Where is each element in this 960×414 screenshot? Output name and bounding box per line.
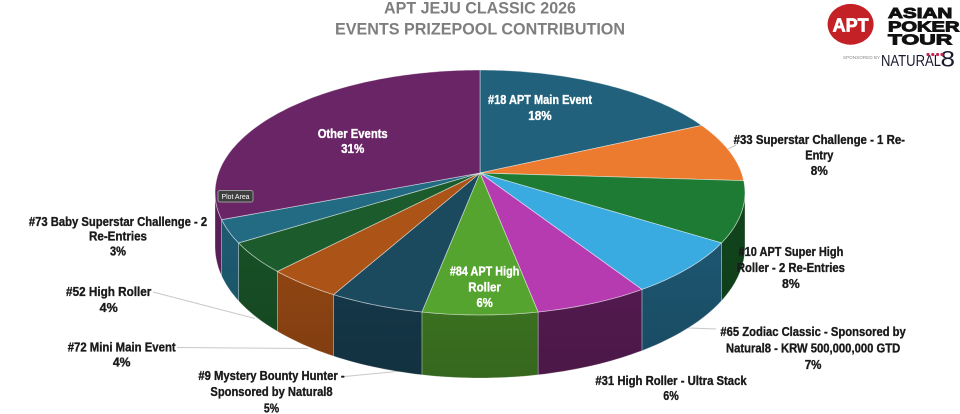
svg-text:#65 Zodiac Classic - Sponsored: #65 Zodiac Classic - Sponsored by	[720, 324, 906, 339]
svg-text:TOUR: TOUR	[888, 33, 953, 49]
svg-text:#33 Superstar Challenge - 1 Re: #33 Superstar Challenge - 1 Re-	[734, 132, 905, 147]
svg-text:#31 High Roller - Ultra Stack: #31 High Roller - Ultra Stack	[595, 373, 747, 388]
svg-text:SPONSORED BY: SPONSORED BY	[843, 55, 880, 60]
svg-text:4%: 4%	[100, 300, 119, 315]
svg-text:7%: 7%	[805, 357, 822, 372]
svg-text:6%: 6%	[663, 388, 679, 403]
svg-text:#52 High Roller: #52 High Roller	[66, 284, 151, 299]
svg-text:NATURAL: NATURAL	[881, 53, 941, 70]
svg-text:#10 APT Super High: #10 APT Super High	[739, 244, 844, 259]
svg-text:8%: 8%	[811, 163, 828, 178]
svg-text:APT: APT	[833, 16, 869, 36]
svg-text:31%: 31%	[341, 141, 365, 156]
svg-text:4%: 4%	[113, 355, 131, 370]
svg-text:Roller - 2 Re-Entries: Roller - 2 Re-Entries	[737, 260, 845, 275]
svg-text:EVENTS PRIZEPOOL CONTRIBUTION: EVENTS PRIZEPOOL CONTRIBUTION	[335, 21, 625, 39]
svg-text:#72 Mini Main Event: #72 Mini Main Event	[68, 340, 177, 355]
svg-text:Entry: Entry	[805, 148, 834, 163]
svg-text:#73 Baby Superstar Challenge -: #73 Baby Superstar Challenge - 2	[29, 214, 207, 229]
svg-text:#9 Mystery Bounty Hunter -: #9 Mystery Bounty Hunter -	[198, 368, 344, 383]
svg-text:Natural8 - KRW 500,000,000 GTD: Natural8 - KRW 500,000,000 GTD	[726, 341, 900, 356]
svg-text:18%: 18%	[528, 108, 552, 123]
svg-text:5%: 5%	[264, 400, 280, 414]
svg-text:Other Events: Other Events	[318, 126, 388, 141]
svg-text:8%: 8%	[782, 276, 800, 291]
svg-text:6%: 6%	[476, 295, 493, 310]
svg-text:#18 APT Main Event: #18 APT Main Event	[488, 92, 593, 107]
svg-text:POKER: POKER	[888, 19, 960, 35]
svg-text:8: 8	[941, 47, 956, 72]
svg-text:Roller: Roller	[468, 279, 501, 294]
svg-text:#84 APT High: #84 APT High	[450, 264, 520, 279]
svg-text:Plot Area: Plot Area	[222, 192, 251, 201]
svg-text:Re-Entries: Re-Entries	[89, 229, 147, 244]
svg-text:Sponsored by Natural8: Sponsored by Natural8	[210, 384, 332, 399]
svg-text:ASIAN: ASIAN	[888, 6, 952, 22]
svg-text:APT JEJU CLASSIC 2026: APT JEJU CLASSIC 2026	[384, 0, 576, 18]
svg-text:3%: 3%	[110, 243, 126, 258]
